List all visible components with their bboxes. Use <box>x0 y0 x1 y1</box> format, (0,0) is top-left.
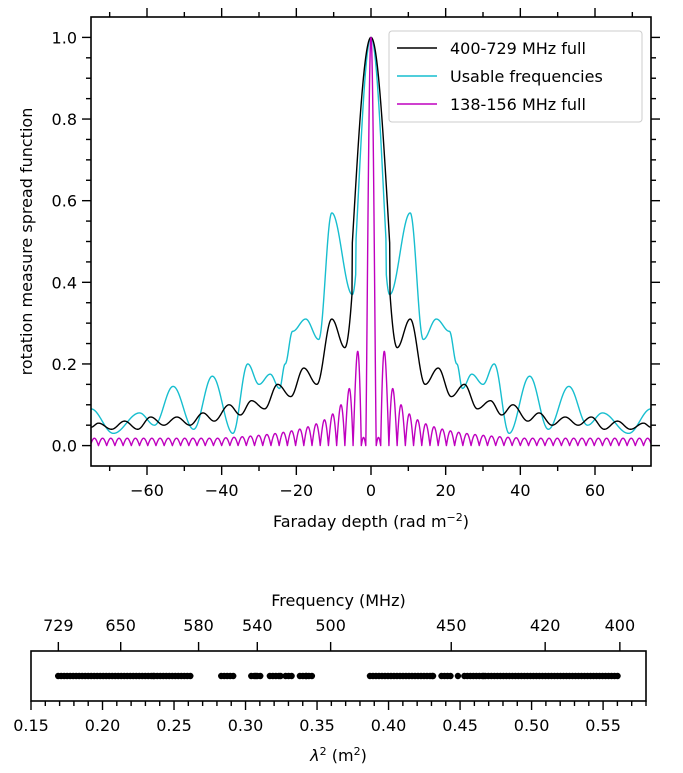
rmsf-x-axis-label-suffix: ) <box>463 512 469 531</box>
rmsf-chart: −60 −40 −20 0 20 40 60 0.0 0.2 0.4 0.6 0.8 1.0 Fara… <box>17 8 660 531</box>
frequency-tick-label: 580 <box>183 616 214 635</box>
rmsf-y-tick-label: 0.8 <box>52 110 77 129</box>
lambda2-point <box>480 672 487 680</box>
rmsf-x-axis-label-sup: −2 <box>447 511 463 524</box>
lambda2-x-tick-label: 0.45 <box>442 716 478 735</box>
rmsf-legend-label: 138-156 MHz full <box>450 95 586 114</box>
frequency-axis-label: Frequency (MHz) <box>271 591 405 610</box>
frequency-tick-label: 540 <box>242 616 273 635</box>
lambda2-x-tick-label: 0.40 <box>371 716 407 735</box>
frequency-tick-label: 729 <box>43 616 74 635</box>
lambda2-point <box>277 672 284 680</box>
lambda2-x-tick-label: 0.35 <box>299 716 335 735</box>
rmsf-legend-label: Usable frequencies <box>450 67 603 86</box>
rmsf-x-ticks: −60 −40 −20 0 20 40 60 <box>108 8 634 500</box>
lambda2-point <box>288 672 295 680</box>
frequency-tick-label: 420 <box>530 616 561 635</box>
lambda2-x-tick-label: 0.15 <box>13 716 49 735</box>
rmsf-line-138-156mhz <box>90 36 652 447</box>
lambda2-x-tick-label: 0.55 <box>585 716 621 735</box>
lambda2-points <box>54 672 621 680</box>
rmsf-y-axis-label: rotation measure spread function <box>17 108 36 376</box>
rmsf-x-tick-label: −20 <box>279 481 313 500</box>
rmsf-x-tick-label: 40 <box>510 481 530 500</box>
rmsf-y-tick-label: 1.0 <box>52 28 77 47</box>
lambda2-point <box>308 672 316 680</box>
lambda2-coverage-chart: 0.15 0.20 0.25 0.30 0.35 0.40 0.45 0.50 0.55 729… <box>13 591 647 766</box>
lambda2-x-tick-label: 0.25 <box>156 716 192 735</box>
lambda2-plot-frame <box>30 650 647 702</box>
lambda2-x-axis-label-main: λ <box>309 746 319 765</box>
rmsf-x-tick-label: 20 <box>435 481 455 500</box>
rmsf-x-tick-label: 60 <box>585 481 605 500</box>
rmsf-y-ticks: 0.0 0.2 0.4 0.6 0.8 1.0 <box>52 28 660 456</box>
lambda2-x-axis-label-end: ) <box>361 746 367 765</box>
rmsf-y-tick-label: 0.6 <box>52 192 77 211</box>
rmsf-x-tick-label: −40 <box>205 481 239 500</box>
rmsf-x-axis-label: Faraday depth (rad m−2) <box>273 511 469 532</box>
rmsf-y-tick-label: 0.0 <box>52 437 77 456</box>
frequency-top-ticks: 729 650 580 540 500 450 420 400 <box>43 616 635 651</box>
lambda2-x-axis-label-sup2: 2 <box>354 745 361 758</box>
rmsf-legend-box <box>388 30 643 123</box>
lambda2-point <box>150 672 157 680</box>
frequency-tick-label: 450 <box>436 616 467 635</box>
lambda2-point <box>230 672 237 680</box>
rmsf-legend: 400-729 MHz full Usable frequencies 138-15… <box>388 30 643 123</box>
lambda2-x-tick-label: 0.20 <box>85 716 121 735</box>
rmsf-legend-label: 400-729 MHz full <box>450 39 586 58</box>
lambda2-x-ticks: 0.15 0.20 0.25 0.30 0.35 0.40 0.45 0.50 0.55 <box>13 701 647 735</box>
lambda2-point <box>614 672 621 680</box>
frequency-tick-label: 650 <box>105 616 136 635</box>
rmsf-legend-items: 400-729 MHz full Usable frequencies 138-15… <box>397 39 603 114</box>
lambda2-x-tick-label: 0.30 <box>228 716 264 735</box>
rmsf-x-tick-label: −60 <box>130 481 164 500</box>
lambda2-point <box>447 672 454 680</box>
rmsf-x-axis-label-main: Faraday depth (rad m <box>273 512 447 531</box>
lambda2-x-axis-label: λ2 (m2) <box>309 745 367 766</box>
rmsf-x-tick-label: 0 <box>366 481 376 500</box>
frequency-tick-label: 400 <box>605 616 636 635</box>
rmsf-y-tick-label: 0.2 <box>52 355 77 374</box>
lambda2-point <box>187 672 194 680</box>
lambda2-x-axis-label-suffix: (m <box>327 746 354 765</box>
lambda2-point <box>454 672 462 680</box>
lambda2-x-tick-label: 0.50 <box>514 716 550 735</box>
lambda2-point <box>252 672 260 680</box>
rmsf-series-lines <box>90 36 652 447</box>
lambda2-point <box>303 672 310 680</box>
rmsf-y-tick-label: 0.4 <box>52 273 77 292</box>
lambda2-point <box>257 672 264 680</box>
lambda2-x-axis-label-sup: 2 <box>320 745 327 758</box>
frequency-tick-label: 500 <box>315 616 346 635</box>
lambda2-point <box>428 672 436 680</box>
